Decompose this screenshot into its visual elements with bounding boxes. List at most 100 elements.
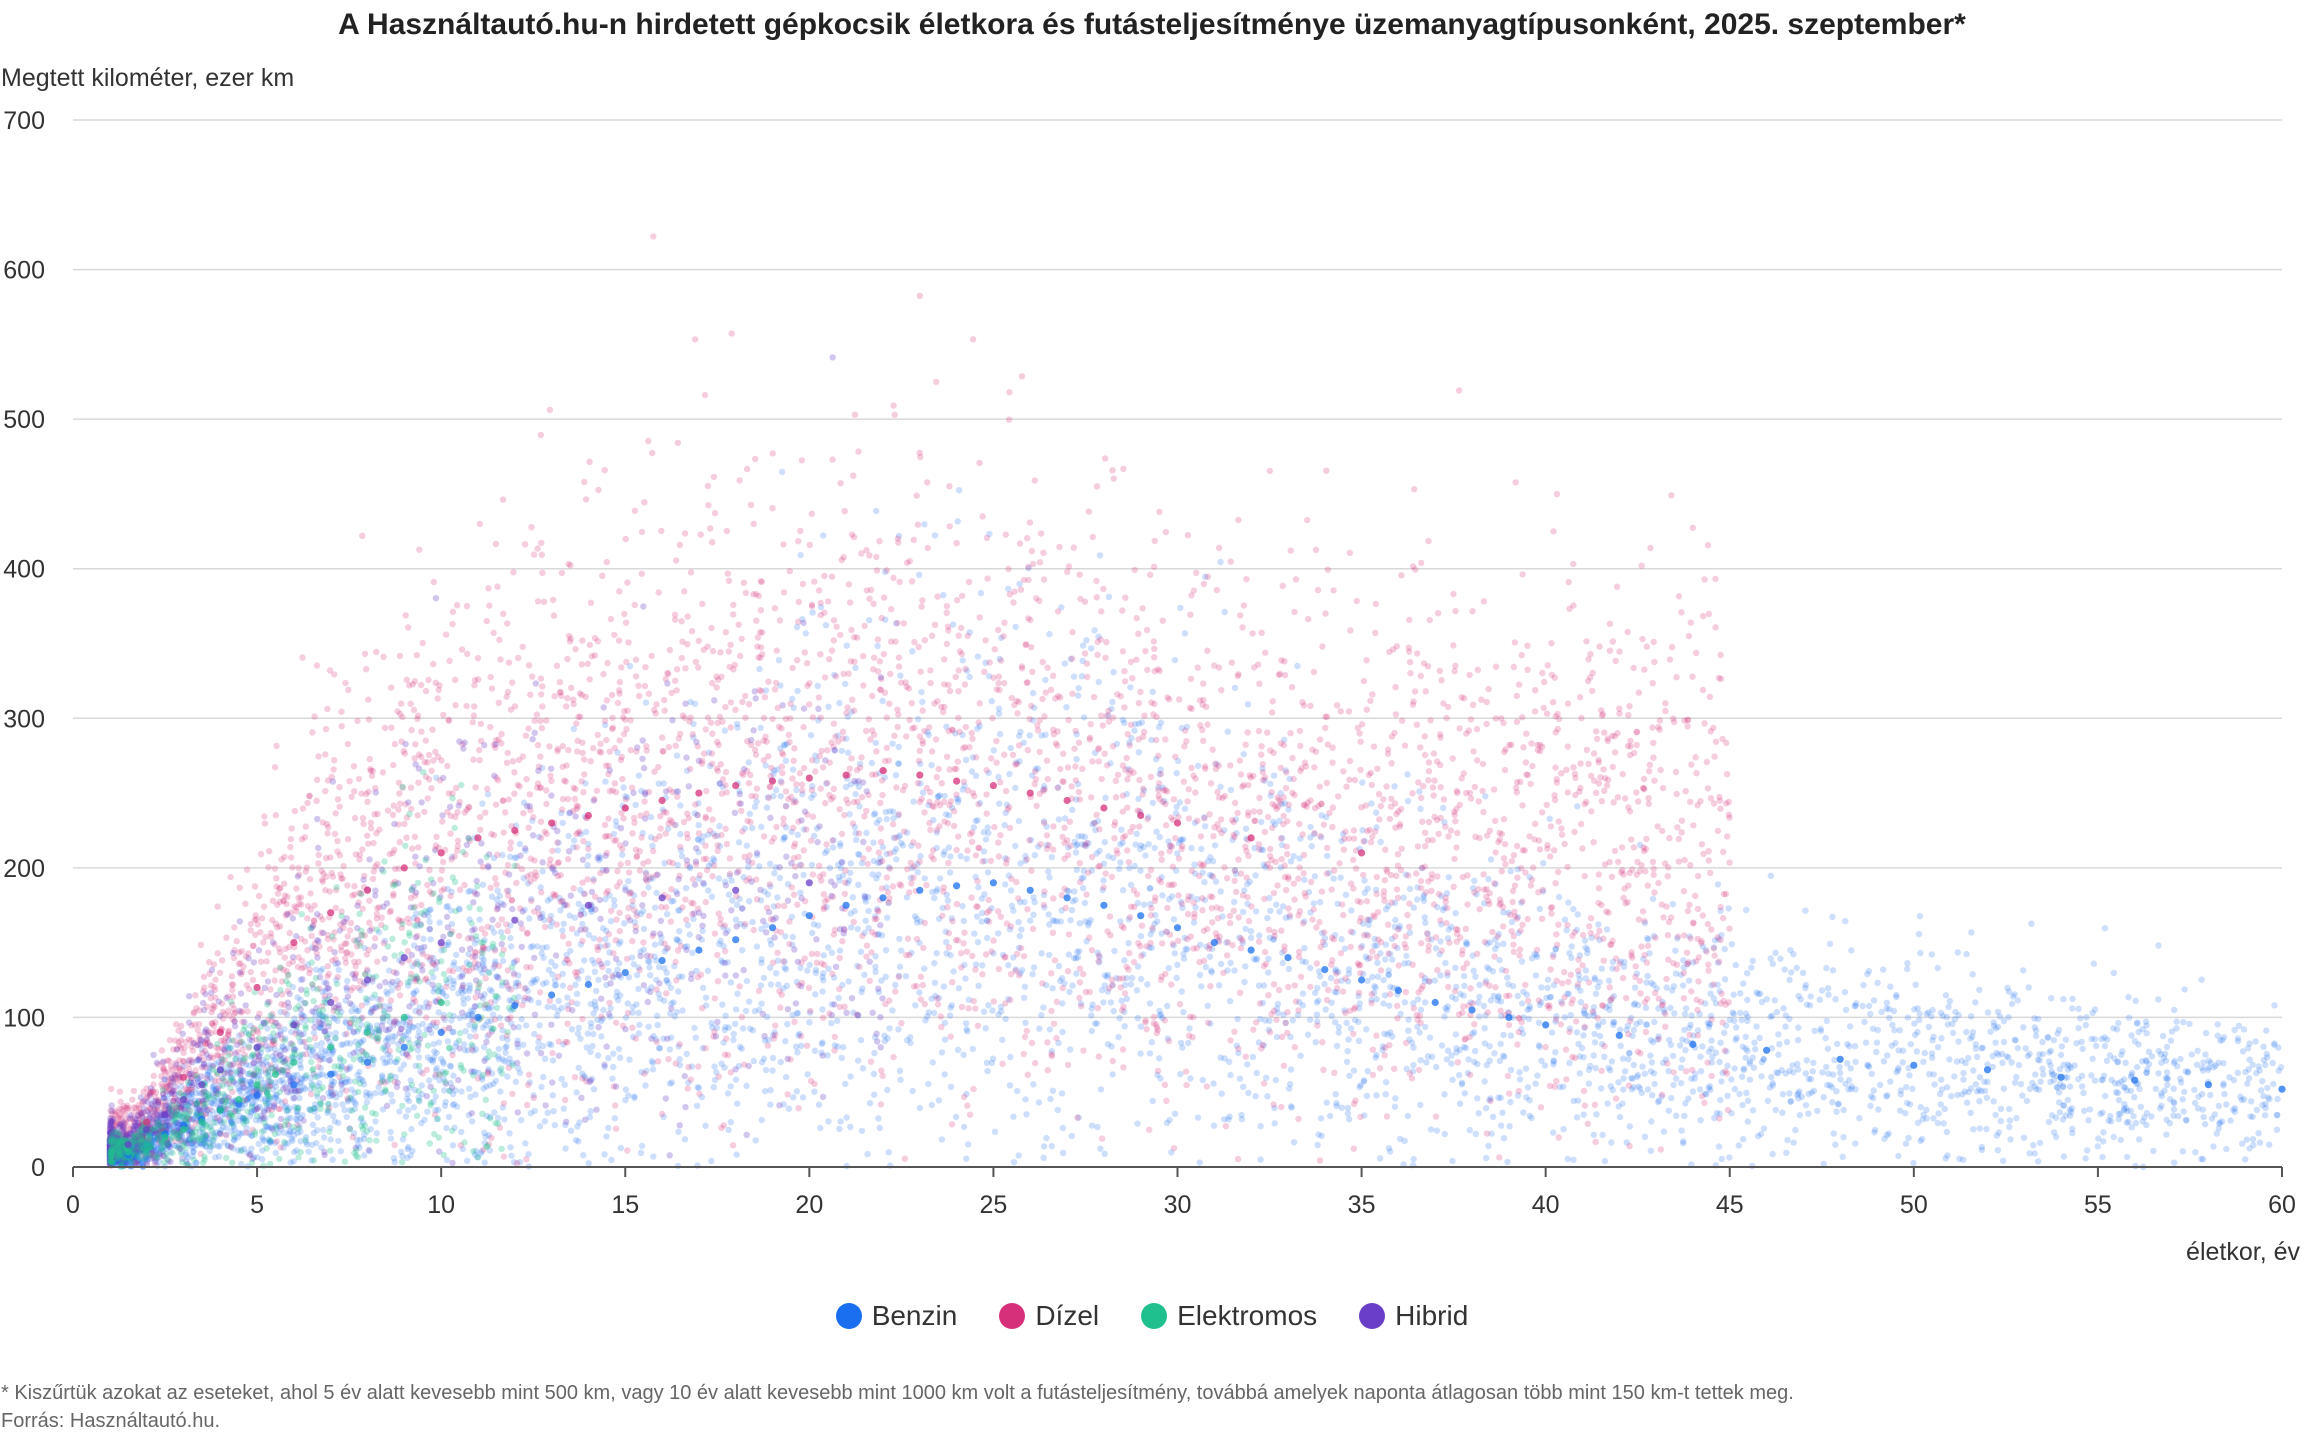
point-dízel-25 [1063,796,1071,805]
point-benzin-24 [879,894,887,902]
point-benzin-8 [290,1081,298,1089]
point-dízel-10 [511,826,519,835]
point-benzin-16 [584,980,593,989]
legend-label: Dízel [1035,1300,1100,1331]
y-tick-label: 600 [3,257,45,285]
point-dízel-22 [953,777,961,785]
point-elektromos-10 [327,1043,335,1051]
point-dízel-7 [400,864,408,872]
y-axis-title: Megtett kilométer, ezer km [1,64,295,92]
point-benzin-40 [1468,1006,1476,1014]
point-dízel-28 [1173,819,1182,827]
point-benzin-52 [2278,1085,2286,1093]
point-benzin-15 [548,991,556,999]
legend-item-benzin[interactable]: Benzin [835,1300,957,1332]
point-hibrid-2 [161,1111,169,1119]
legend-item-hibrid[interactable]: Hibrid [1359,1300,1468,1332]
x-tick-label: 5 [250,1191,264,1219]
point-benzin-34 [1247,946,1255,954]
footnote: * Kiszűrtük azokat az eseteket, ahol 5 é… [1,1382,1794,1404]
y-tick-label: 200 [3,855,45,883]
point-benzin-30 [1100,901,1108,909]
point-benzin-27 [989,879,998,887]
point-dízel-0 [143,1118,151,1126]
x-tick-label: 45 [1716,1191,1744,1219]
point-dízel-26 [1100,804,1108,812]
point-benzin-47 [1910,1061,1918,1069]
point-benzin-18 [658,957,666,965]
point-dízel-6 [363,886,372,894]
point-elektromos-3 [179,1126,187,1134]
point-elektromos-12 [400,1013,408,1022]
point-dízel-21 [916,771,924,779]
point-hibrid-1 [143,1126,151,1134]
point-hibrid-5 [216,1066,224,1074]
point-benzin-49 [2057,1073,2065,1081]
point-elektromos-2 [161,1133,169,1141]
point-hibrid-13 [584,901,593,909]
point-hibrid-14 [658,894,666,902]
point-benzin-39 [1431,998,1439,1007]
scatter-plot: 0 100 200 300 400 500 600 700 0 5 10 15 20 25 30 35 40 45… [3,107,2296,1219]
point-cloud-elektromos [106,769,518,1170]
legend-item-dízel[interactable]: Dízel [999,1300,1099,1332]
point-benzin-38 [1394,986,1402,995]
point-dízel-12 [584,811,593,820]
point-elektromos-1 [143,1141,151,1149]
point-benzin-50 [2131,1076,2139,1084]
x-tick-label: 50 [1900,1191,1928,1219]
point-benzin-11 [400,1043,408,1051]
point-benzin-17 [621,969,629,977]
series-marks [124,767,2286,1159]
gridlines [73,119,2282,1019]
point-dízel-29 [1247,834,1255,842]
point-benzin-36 [1321,966,1329,974]
x-axis-title: életkor, év [2186,1238,2300,1266]
point-dízel-20 [879,767,887,775]
legend-swatch [1359,1303,1386,1329]
point-dízel-27 [1137,811,1145,820]
legend-swatch [1141,1303,1168,1329]
point-benzin-12 [437,1028,445,1036]
point-hibrid-0 [124,1141,132,1149]
point-cloud [106,233,2285,1171]
point-benzin-41 [1505,1013,1513,1022]
point-benzin-44 [1689,1040,1697,1048]
y-tick-label: 100 [3,1004,45,1032]
x-tick-label: 10 [427,1191,455,1219]
point-hibrid-3 [179,1096,187,1104]
point-elektromos-8 [271,1070,280,1078]
legend-item-elektromos[interactable]: Elektromos [1141,1300,1317,1332]
point-benzin-43 [1615,1031,1623,1039]
point-dízel-5 [327,909,335,917]
point-hibrid-9 [363,976,372,984]
series-elektromos [124,998,445,1156]
point-benzin-31 [1137,912,1145,920]
point-elektromos-6 [235,1096,243,1104]
point-benzin-33 [1210,939,1218,947]
point-benzin-21 [768,924,777,932]
x-tick-label: 25 [980,1191,1008,1219]
legend: Benzin Dízel Elektromos Hibrid [0,1300,2304,1332]
point-hibrid-16 [805,879,813,887]
point-hibrid-11 [437,939,445,947]
point-benzin-45 [1763,1046,1771,1054]
point-dízel-8 [437,849,445,857]
point-dízel-19 [842,771,850,779]
legend-label: Elektromos [1177,1300,1318,1331]
point-hibrid-10 [400,954,408,962]
point-hibrid-8 [327,998,335,1007]
point-dízel-13 [621,804,629,812]
point-benzin-37 [1358,976,1366,984]
point-hibrid-4 [198,1081,206,1089]
point-elektromos-9 [290,1058,298,1066]
point-benzin-13 [474,1013,482,1022]
point-elektromos-0 [124,1148,132,1156]
point-benzin-23 [842,901,850,909]
chart-title: A Használtautó.hu-n hirdetett gépkocsik … [338,8,1966,41]
point-dízel-3 [253,983,261,992]
point-hibrid-12 [511,916,519,924]
point-elektromos-7 [253,1081,261,1089]
point-benzin-51 [2204,1081,2212,1089]
y-tick-label: 700 [3,107,45,135]
